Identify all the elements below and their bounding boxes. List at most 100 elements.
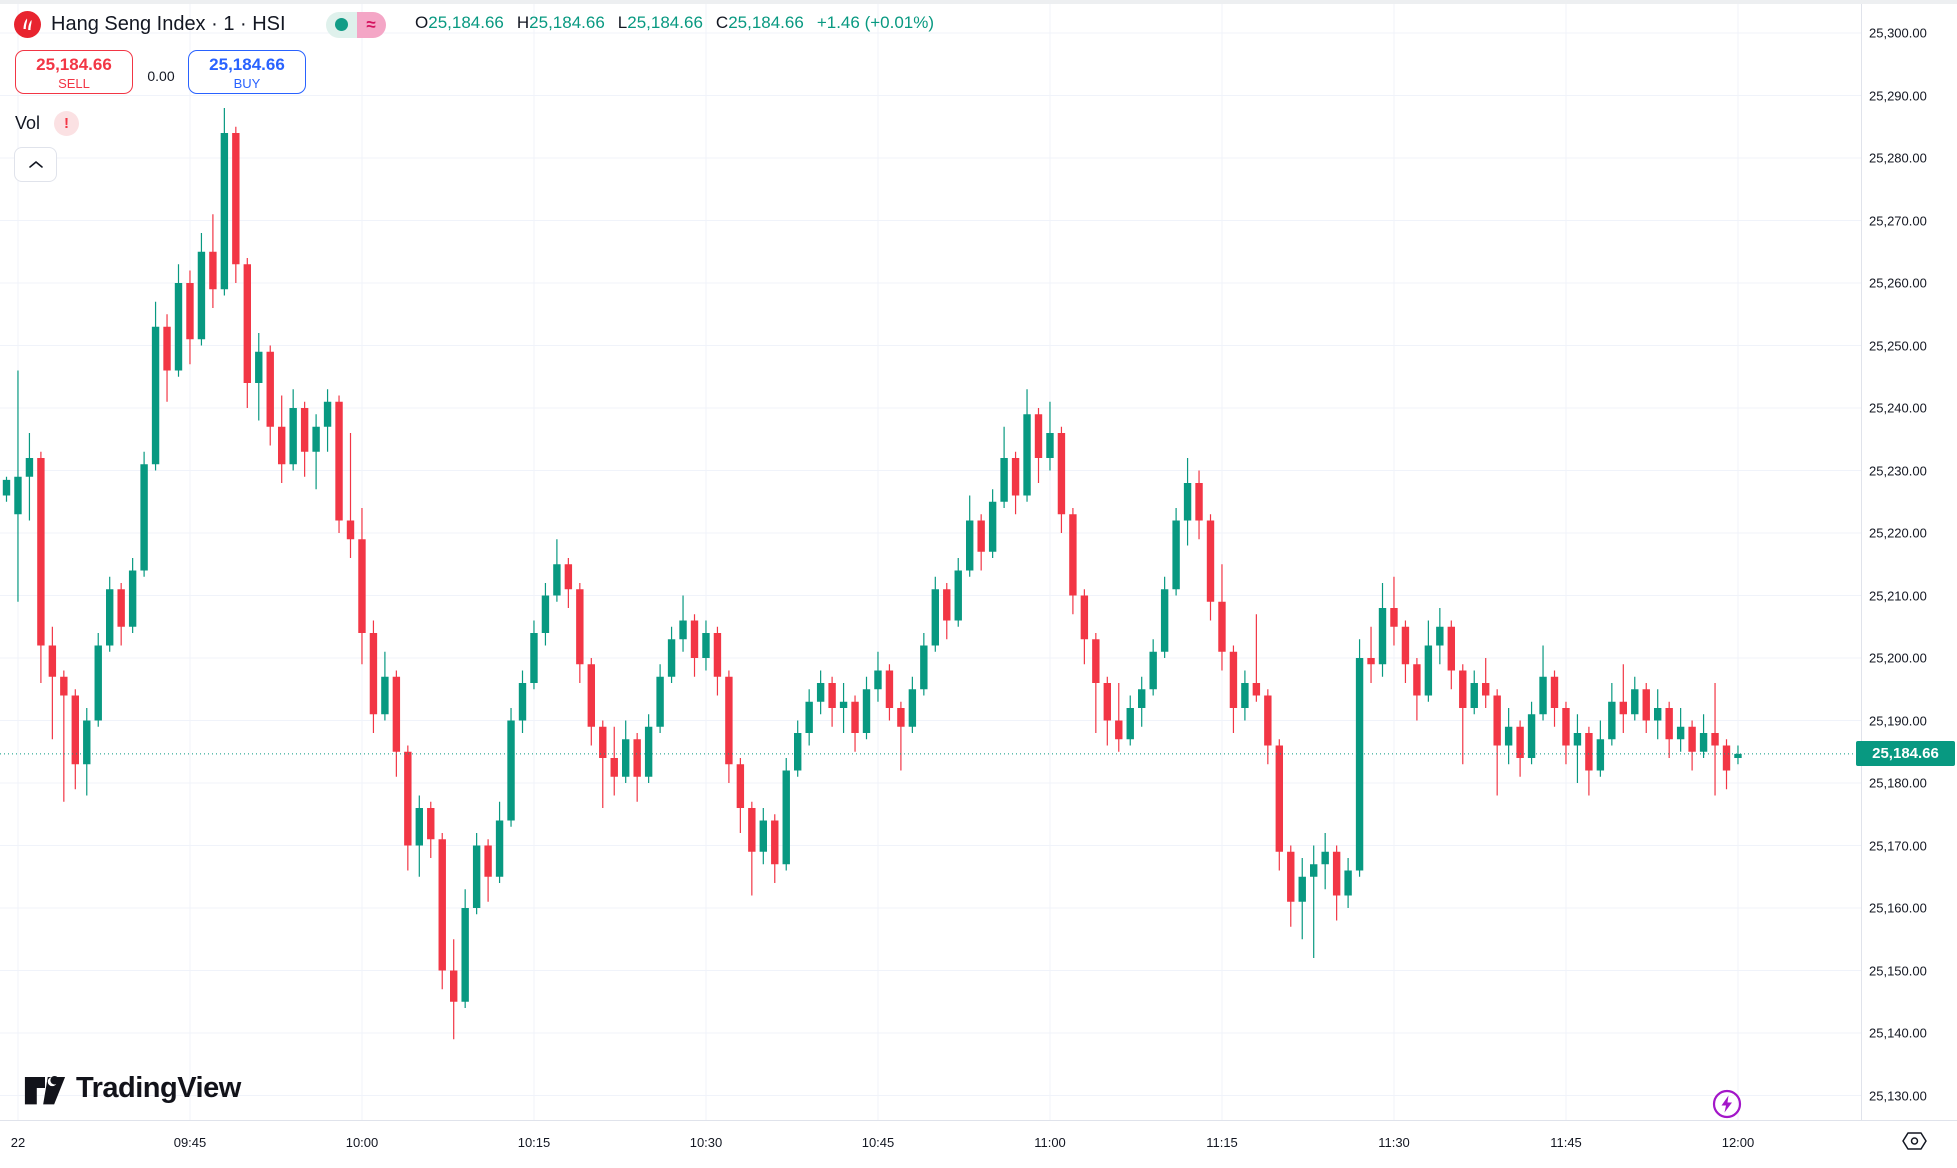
sell-button[interactable]: 25,184.66 SELL [15, 50, 133, 94]
ohlc-readout: O25,184.66 H25,184.66 L25,184.66 C25,184… [415, 13, 934, 33]
candle [1482, 658, 1490, 708]
candle [1355, 639, 1364, 877]
candle [1654, 689, 1662, 740]
time-axis[interactable]: 22 09:45 10:00 10:15 10:30 10:45 11:00 11:15 11:… [0, 1120, 1957, 1168]
candle [1332, 845, 1341, 921]
buy-price: 25,184.66 [209, 55, 285, 74]
candle [748, 801, 756, 896]
symbol-logo-icon[interactable] [14, 11, 41, 38]
candle [1275, 739, 1284, 871]
price-scale-eye-button[interactable] [1901, 1131, 1928, 1156]
candle [1722, 739, 1731, 790]
candle [484, 839, 492, 902]
candle [782, 758, 790, 871]
candle [518, 670, 527, 733]
candle [1619, 664, 1628, 733]
window-top-edge [0, 0, 1957, 4]
candle [1229, 645, 1238, 733]
market-open-dot-icon [325, 11, 357, 38]
price-tick: 25,170.00 [1869, 838, 1927, 853]
volume-warning-icon[interactable]: ! [54, 111, 80, 136]
candle [541, 583, 550, 646]
price-tick: 25,280.00 [1869, 150, 1927, 166]
symbol-title[interactable]: Hang Seng Index · 1 · HSI [51, 13, 286, 35]
candle [920, 633, 928, 696]
candle [713, 626, 722, 696]
candle [266, 345, 274, 446]
candle [461, 889, 469, 1008]
collapse-panel-button[interactable] [14, 147, 57, 182]
price-tick: 25,220.00 [1869, 525, 1927, 541]
candle [94, 633, 102, 727]
current-price-label: 25,184.66 [1856, 741, 1955, 767]
candle [1126, 695, 1134, 746]
candle [805, 689, 813, 746]
candle [1378, 583, 1387, 677]
high-label: H [516, 13, 530, 32]
volume-indicator-row[interactable]: Vol ! [15, 111, 80, 136]
candle [954, 558, 962, 627]
candle [1206, 514, 1215, 621]
price-tick: 25,140.00 [1869, 1025, 1927, 1041]
candle [794, 720, 802, 777]
candle [1092, 633, 1100, 733]
candle [369, 620, 378, 733]
candle [71, 689, 80, 790]
candle [1573, 714, 1582, 783]
price-tick: 25,270.00 [1869, 213, 1927, 228]
candle [1401, 620, 1410, 683]
candle [106, 576, 114, 652]
candle [174, 264, 183, 377]
quick-trade-flash-button[interactable] [1711, 1088, 1743, 1120]
candle [186, 270, 194, 365]
candle [83, 708, 91, 796]
time-tick: 22 [10, 1135, 26, 1150]
candle [667, 626, 676, 683]
candle [828, 676, 836, 727]
candle [771, 814, 779, 883]
candle [495, 801, 504, 883]
candle [1241, 670, 1249, 721]
candle [702, 620, 710, 671]
candle [358, 508, 366, 665]
candle [140, 451, 148, 577]
price-axis[interactable]: 25,184.66 25,300.00 25,290.00 25,280.00 25,… [1856, 0, 1957, 1120]
candle [381, 651, 389, 721]
candle [289, 389, 297, 471]
price-tick: 25,190.00 [1869, 713, 1927, 728]
candle [839, 683, 848, 733]
candle [874, 651, 882, 702]
candle [427, 801, 435, 858]
buy-button[interactable]: 25,184.66 BUY [188, 50, 306, 94]
market-status-pill[interactable]: ≈ [325, 11, 386, 38]
price-tick: 25,260.00 [1869, 275, 1927, 291]
candle [1436, 608, 1444, 665]
candle [1298, 858, 1306, 940]
low-value: 25,184.66 [627, 13, 703, 32]
high-value: 25,184.66 [529, 13, 605, 32]
candle [1459, 664, 1467, 765]
candle [1562, 701, 1570, 765]
candle [232, 126, 240, 283]
candle [553, 539, 561, 602]
candle [1057, 426, 1066, 533]
sell-label: SELL [58, 76, 90, 91]
candle [1516, 720, 1524, 777]
candle [1608, 683, 1616, 746]
candle [243, 258, 252, 408]
candle [1287, 845, 1295, 927]
candle [163, 314, 171, 402]
candle [1734, 745, 1742, 765]
sell-price: 25,184.66 [36, 55, 112, 74]
candle [1160, 576, 1169, 658]
eye-icon [1902, 1132, 1927, 1150]
candle [1699, 714, 1708, 758]
candle [450, 939, 458, 1040]
candle [1080, 589, 1089, 665]
candle [931, 576, 940, 652]
candle [1069, 508, 1077, 615]
candle [1367, 626, 1375, 683]
tradingview-logo[interactable]: TradingView [24, 1070, 241, 1106]
